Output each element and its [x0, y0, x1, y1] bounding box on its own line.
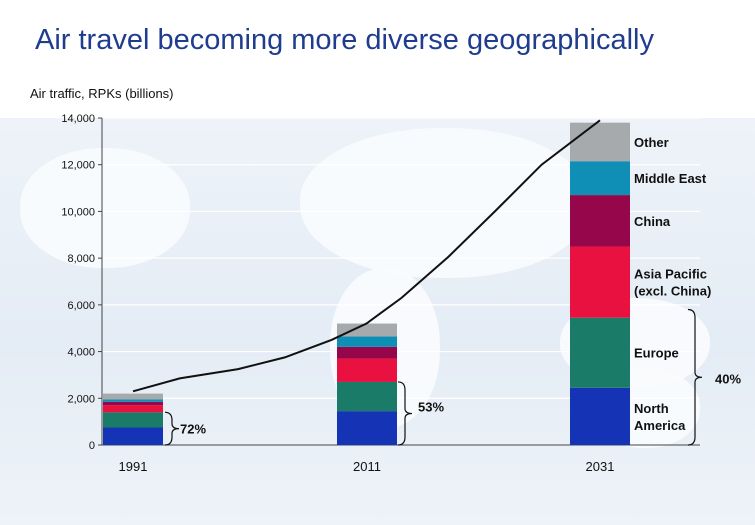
- bar-segment-2031-middle-east: [570, 161, 630, 196]
- segment-label: Other: [634, 135, 669, 150]
- bar-segment-2031-europe: [570, 317, 630, 388]
- y-tick-label: 4,000: [67, 347, 95, 359]
- bar-segment-1991-china: [103, 401, 163, 406]
- bar-segment-2031-other: [570, 122, 630, 162]
- y-tick-label: 2,000: [67, 393, 95, 405]
- bar-segment-1991-north-america: [103, 427, 163, 445]
- bar-segment-1991-middle-east: [103, 399, 163, 402]
- segment-label: North America: [634, 401, 686, 433]
- bar-segment-2031-north-america: [570, 387, 630, 445]
- bar-segment-1991-other: [103, 393, 163, 400]
- bar-segment-2031-asia-pacific-excl-china-: [570, 246, 630, 318]
- share-bracket: [164, 411, 180, 446]
- share-bracket: [397, 381, 413, 446]
- bar-segment-2031-china: [570, 195, 630, 247]
- bar-segment-1991-asia-pacific-excl-china-: [103, 405, 163, 413]
- y-tick-label: 10,000: [61, 206, 95, 218]
- y-tick-label: 8,000: [67, 253, 95, 265]
- bar-segment-2011-other: [337, 323, 397, 337]
- share-annotation: 53%: [418, 399, 444, 414]
- segment-label: Europe: [634, 346, 679, 361]
- y-tick-label: 14,000: [61, 113, 95, 125]
- y-tick-label: 12,000: [61, 160, 95, 172]
- y-tick-label: 0: [89, 440, 95, 452]
- share-annotation: 40%: [715, 371, 741, 386]
- x-category-label: 1991: [119, 459, 148, 474]
- share-annotation: 72%: [180, 422, 206, 437]
- bar-segment-1991-europe: [103, 412, 163, 428]
- y-axis-title: Air traffic, RPKs (billions): [30, 86, 174, 101]
- bar-segment-2011-china: [337, 346, 397, 359]
- share-bracket: [687, 308, 703, 446]
- bar-segment-2011-middle-east: [337, 336, 397, 347]
- segment-label: Middle East: [634, 171, 707, 186]
- slide-title: Air travel becoming more diverse geograp…: [35, 24, 654, 56]
- y-tick-label: 6,000: [67, 300, 95, 312]
- bar-segment-2011-north-america: [337, 411, 397, 445]
- bar-segment-2011-asia-pacific-excl-china-: [337, 358, 397, 382]
- total-trend-line: [132, 119, 601, 393]
- x-category-label: 2011: [353, 459, 381, 474]
- segment-label: Asia Pacific (excl. China): [634, 267, 711, 299]
- x-category-label: 2031: [586, 459, 615, 474]
- bar-segment-2011-europe: [337, 381, 397, 412]
- segment-label: China: [634, 214, 671, 229]
